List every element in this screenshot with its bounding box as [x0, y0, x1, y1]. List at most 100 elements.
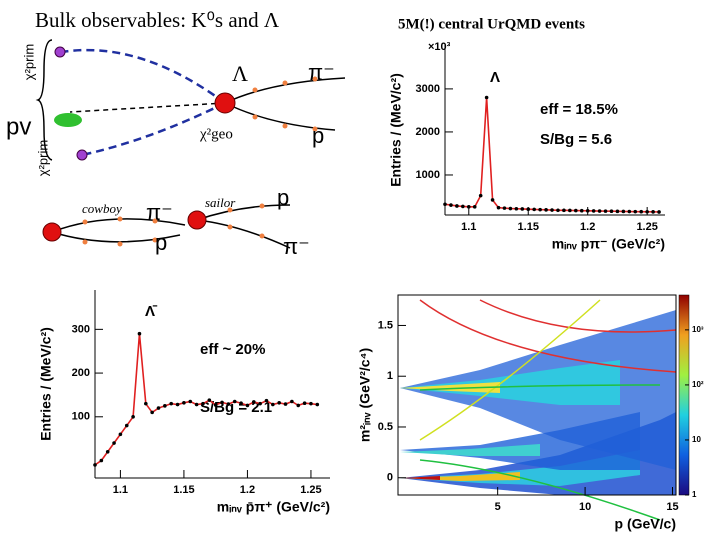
x-tick-label: 1.15 [518, 221, 539, 233]
data-point [258, 401, 262, 406]
data-point [478, 193, 483, 198]
data-point [443, 202, 447, 207]
x-axis-label: mᵢₙᵥ pπ⁻ (GeV/c²) [552, 236, 665, 252]
data-point [277, 401, 281, 405]
annotation: Λ [490, 69, 500, 86]
density-bands [400, 294, 690, 521]
x-tick-label: 1.2 [580, 221, 595, 233]
data-point [283, 402, 288, 406]
x-tick-label: 1.25 [636, 221, 657, 233]
data-point [657, 210, 661, 214]
y-multiplier: ×10³ [428, 41, 451, 53]
y-tick-label: 300 [72, 323, 90, 335]
data-point [526, 207, 531, 211]
data-point [466, 205, 471, 209]
y-tick-label: 0 [387, 472, 393, 484]
data-point [562, 208, 566, 213]
data-point [591, 209, 596, 213]
data-point [105, 449, 110, 454]
x-tick-label: 1.1 [461, 221, 476, 233]
data-point [144, 401, 148, 406]
data-point [188, 399, 193, 404]
slide-title: Bulk observables: K⁰s and Λ [35, 8, 280, 32]
data-point [118, 432, 123, 437]
data-point [131, 414, 135, 419]
x-tick-label: 1.1 [113, 484, 128, 496]
diagram-label: π⁻ [283, 234, 310, 259]
data-point [290, 399, 294, 404]
data-point [490, 198, 495, 202]
diagram-label: p [155, 230, 167, 255]
data-point [124, 423, 129, 428]
data-point [508, 206, 513, 211]
data-point [532, 207, 536, 212]
diagram-label: p [277, 185, 289, 210]
colorbar-tick-label: 10 [692, 435, 701, 444]
x-axis-label: mᵢₙᵥ p̄π⁺ (GeV/c²) [217, 499, 330, 515]
x-tick-label: 5 [495, 501, 501, 513]
x-tick-label: 1.2 [240, 484, 255, 496]
data-point [520, 207, 525, 211]
data-point [207, 398, 212, 402]
y-axis-label: m²ᵢₙᵥ (GeV²/c⁴) [357, 348, 373, 442]
data-point [315, 402, 320, 407]
data-point [514, 206, 519, 211]
data-point [496, 205, 501, 210]
data-point [251, 400, 256, 404]
data-point [163, 404, 167, 408]
y-tick-label: 1 [387, 370, 393, 382]
data-point [150, 410, 154, 415]
diagram-label: π⁻ [308, 60, 335, 85]
data-point [579, 208, 584, 213]
data-point [296, 403, 301, 408]
y-tick-label: 1.5 [378, 319, 393, 331]
data-point [201, 401, 205, 406]
diagram-label: cowboy [82, 201, 122, 216]
data-point [271, 402, 275, 407]
y-axis-label: Entries / (MeV/c²) [38, 327, 54, 441]
diagram-label: π⁻ [146, 200, 173, 225]
data-point [99, 458, 104, 463]
diagram-label: Λ [232, 61, 248, 86]
diagram-label: χ²prim [35, 140, 50, 176]
y-tick-label: 1000 [416, 169, 440, 181]
data-point [302, 401, 307, 406]
colorbar-tick-label: 10³ [692, 325, 704, 334]
data-point [639, 209, 644, 214]
data-point [472, 205, 477, 209]
data-point [156, 406, 161, 410]
data-point [538, 207, 542, 212]
y-tick-label: 100 [72, 411, 90, 423]
data-point [226, 402, 231, 406]
data-point [182, 401, 186, 405]
data-point [609, 209, 614, 214]
annotation: eff ~ 20% [200, 341, 265, 358]
data-point [213, 403, 218, 407]
data-point [550, 208, 554, 212]
data-point [633, 209, 638, 214]
x-tick-label: 1.15 [173, 484, 194, 496]
data-point [461, 204, 465, 209]
y-tick-label: 200 [72, 367, 90, 379]
x-tick-label: 10 [579, 501, 591, 513]
data-point [568, 208, 572, 213]
data-point [651, 210, 655, 214]
data-point [93, 463, 97, 467]
x-tick-label: 1.25 [300, 484, 321, 496]
data-point [597, 209, 602, 213]
data-point [603, 209, 608, 213]
data-point [220, 400, 224, 405]
data-point [232, 399, 237, 404]
diagram-label: χ²prim [21, 44, 36, 80]
annotation: eff = 18.5% [540, 101, 618, 118]
diagram-label: p [312, 123, 324, 148]
y-axis-label: Entries / (MeV/c²) [388, 73, 404, 187]
plot-frame [397, 294, 677, 496]
data-point [112, 441, 116, 445]
data-point [484, 95, 489, 100]
data-point [556, 208, 560, 213]
data-point [449, 203, 453, 207]
data-point [627, 209, 632, 214]
